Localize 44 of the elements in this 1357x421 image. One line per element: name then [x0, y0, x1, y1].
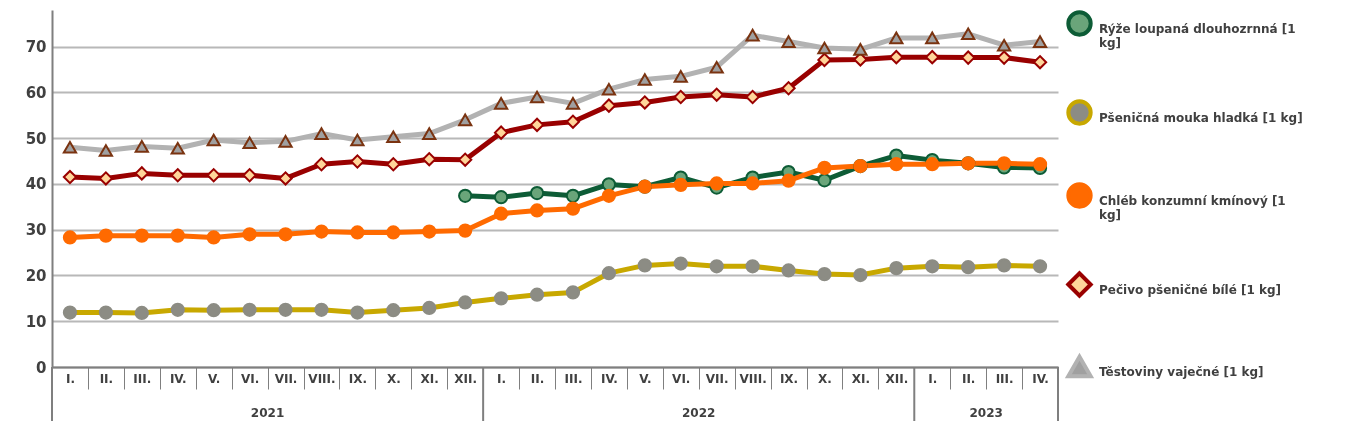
x-tick-label: V.	[639, 371, 652, 386]
y-tick-label: 30	[25, 221, 47, 240]
y-tick-label: 70	[25, 38, 47, 57]
x-tick-label: XI.	[420, 371, 439, 386]
text: 2022	[682, 406, 716, 420]
x-tick-label: VIII.	[308, 371, 336, 386]
legend-label: Těstoviny vaječné [1 kg]	[1099, 364, 1264, 379]
legend-label: Pečivo pšeničné bílé [1 kg]	[1099, 282, 1282, 297]
legend-label: Chléb konzumní kmínový [1 kg]	[1099, 193, 1286, 222]
x-tick-label: I.	[65, 371, 75, 386]
x-tick-label: XII.	[454, 371, 478, 386]
x-tick-label: III.	[133, 371, 152, 386]
x-tick-label: II.	[530, 371, 545, 386]
text: 2021	[250, 406, 285, 420]
x-tick-label: III.	[564, 371, 583, 386]
x-tick-label: X.	[818, 371, 832, 386]
x-tick-label: I.	[928, 371, 938, 386]
x-tick-label: II.	[961, 371, 976, 386]
text: 2023	[969, 406, 1003, 420]
x-tick-label: VIII.	[739, 371, 767, 386]
x-tick-label: XI.	[851, 371, 871, 386]
x-tick-label: IX.	[348, 371, 368, 386]
x-tick-label: II.	[99, 371, 114, 386]
x-tick-label: IX.	[779, 371, 799, 386]
x-tick-label: IV.	[1032, 371, 1049, 386]
x-tick-label: VI.	[240, 371, 260, 386]
x-tick-label: V.	[208, 371, 221, 386]
x-tick-label: III.	[995, 371, 1014, 386]
legend-label: Pšeničná mouka hladká [1 kg]	[1099, 110, 1303, 125]
y-tick-label: 20	[25, 266, 47, 285]
x-tick-label: X.	[386, 371, 401, 386]
x-tick-label: VII.	[274, 371, 298, 386]
y-tick-label: 0	[36, 358, 47, 377]
y-tick-label: 50	[25, 129, 47, 148]
x-tick-label: VII.	[705, 371, 729, 386]
y-tick-label: 60	[25, 83, 47, 102]
x-tick-label: I.	[497, 371, 507, 386]
legend-label: Rýže loupaná dlouhozrnná [1 kg]	[1099, 21, 1296, 50]
x-tick-label: IV.	[169, 371, 187, 386]
x-tick-label: XII.	[885, 371, 909, 386]
y-tick-label: 10	[25, 312, 47, 331]
y-tick-label: 40	[25, 175, 47, 194]
x-tick-label: VI.	[672, 371, 691, 386]
x-tick-label: IV.	[601, 371, 618, 386]
